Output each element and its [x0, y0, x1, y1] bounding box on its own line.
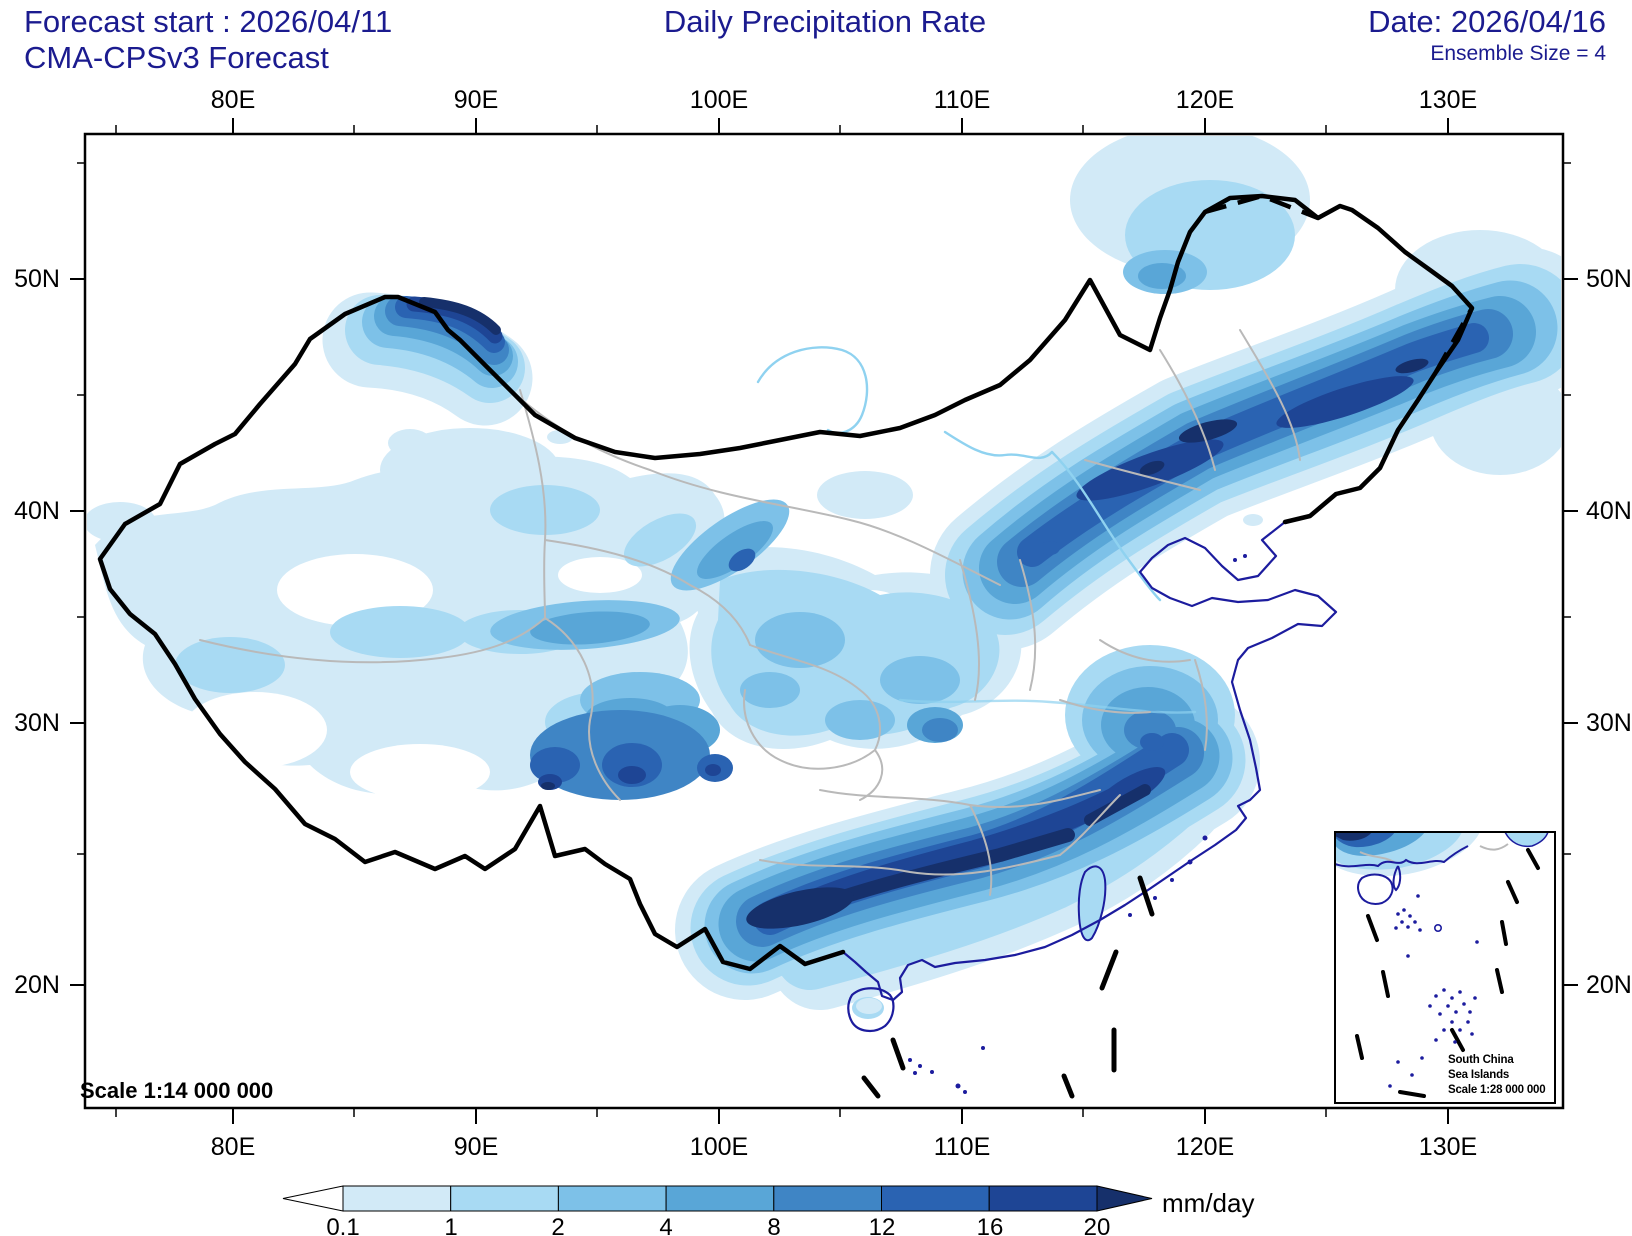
precipitation-field — [87, 136, 1561, 1099]
colorbar-left-arrow — [282, 1185, 344, 1212]
lat-label-left: 30N — [14, 709, 60, 737]
colorbar-tick: 12 — [868, 1214, 896, 1236]
lat-label-right: 30N — [1586, 709, 1632, 737]
lat-label-right: 40N — [1586, 497, 1632, 525]
coastline — [841, 520, 1338, 1002]
colorbar-segment — [773, 1185, 882, 1212]
nine-dash-line — [861, 875, 1155, 1099]
lon-label-top: 130E — [1418, 86, 1478, 114]
lon-label-bottom: 130E — [1418, 1133, 1478, 1161]
colorbar-tick: 2 — [551, 1214, 565, 1236]
model-label: CMA-CPSv3 Forecast — [24, 40, 329, 75]
colorbar-segment — [988, 1185, 1098, 1212]
lon-label-top: 90E — [453, 86, 499, 114]
inset-scale-label: Scale 1:28 000 000 — [1448, 1084, 1546, 1096]
lon-label-top: 110E — [933, 86, 991, 114]
island-dots — [908, 554, 1247, 1094]
colorbar-tick: 4 — [659, 1214, 673, 1236]
page-title: Daily Precipitation Rate — [663, 4, 987, 39]
map-scale-label: Scale 1:14 000 000 — [80, 1078, 274, 1103]
colorbar-tick: 8 — [767, 1214, 781, 1236]
colorbar-tick: 1 — [444, 1214, 458, 1236]
south-china-sea-inset — [1334, 831, 1556, 1104]
lon-label-bottom: 90E — [453, 1133, 499, 1161]
lon-label-bottom: 120E — [1175, 1133, 1235, 1161]
colorbar-tick: 20 — [1083, 1214, 1111, 1236]
colorbar-tick: 0.1 — [326, 1214, 360, 1236]
lon-label-bottom: 110E — [933, 1133, 991, 1161]
lat-label-right: 20N — [1586, 971, 1632, 999]
china-border — [97, 193, 1475, 972]
colorbar-segment — [450, 1185, 559, 1212]
axis-ticks — [70, 118, 1578, 1124]
colorbar-right-arrow — [1096, 1185, 1153, 1212]
lat-label-left: 20N — [14, 971, 60, 999]
lon-label-top: 100E — [689, 86, 749, 114]
lat-label-right: 50N — [1586, 265, 1632, 293]
lat-label-left: 40N — [14, 497, 60, 525]
colorbar-segment — [665, 1185, 775, 1212]
lat-label-left: 50N — [14, 265, 60, 293]
colorbar-tick: 16 — [976, 1214, 1004, 1236]
colorbar-segment — [342, 1185, 452, 1212]
lon-label-bottom: 100E — [689, 1133, 749, 1161]
lon-label-top: 80E — [210, 86, 256, 114]
date-label: Date: 2026/04/16 — [1368, 4, 1606, 39]
colorbar-segment — [881, 1185, 990, 1212]
inset-title-line2: Sea Islands — [1448, 1069, 1510, 1081]
forecast-start-label: Forecast start : 2026/04/11 — [24, 4, 393, 39]
lon-label-top: 120E — [1175, 86, 1235, 114]
colorbar-segment — [557, 1185, 667, 1212]
ensemble-size-label: Ensemble Size = 4 — [1430, 42, 1606, 65]
lon-label-bottom: 80E — [210, 1133, 256, 1161]
colorbar-unit-label: mm/day — [1162, 1188, 1255, 1218]
inset-title-line1: South China — [1448, 1054, 1514, 1066]
colorbar — [282, 1185, 1153, 1212]
